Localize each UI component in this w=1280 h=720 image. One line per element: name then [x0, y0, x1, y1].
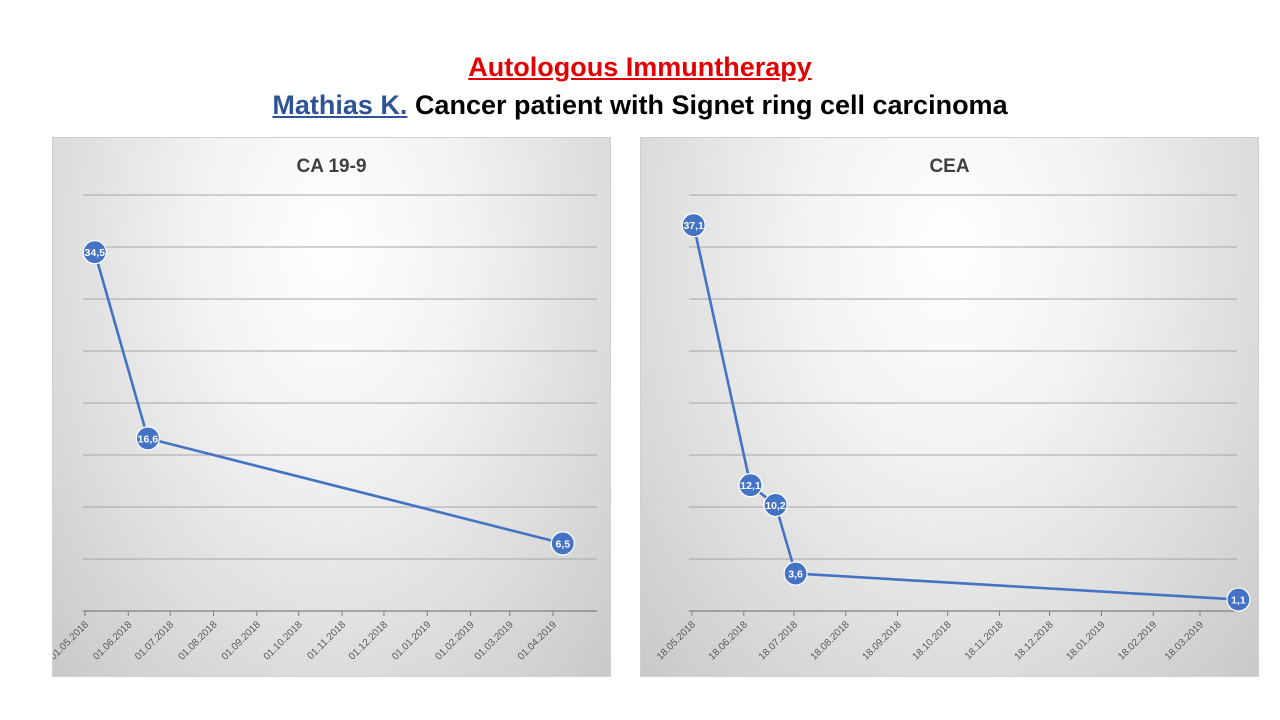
- x-tick-label: 18.08.2018: [809, 619, 852, 662]
- x-tick-label: 18.12.2018: [1013, 619, 1056, 662]
- cea-chart-panel: CEA 18.05.2018 18.06.2018 18.07.2018 18.08.…: [640, 137, 1259, 677]
- main-title: Autologous Immuntherapy: [468, 52, 812, 82]
- x-tick-label: 01.06.2018: [91, 619, 134, 662]
- data-point: [681, 213, 706, 238]
- data-point: [1226, 587, 1251, 612]
- x-tick-label: 18.02.2019: [1116, 619, 1159, 662]
- series-line: [93, 251, 564, 545]
- x-tick-label: 18.07.2018: [757, 619, 800, 662]
- data-label: 10,2: [765, 500, 786, 512]
- x-tick-label: 01.10.2018: [262, 619, 305, 662]
- x-tick-label: 01.12.2018: [347, 619, 390, 662]
- x-tick-label: 18.09.2018: [860, 619, 903, 662]
- x-tick-label: 01.09.2018: [220, 619, 263, 662]
- chart-title-ca199: CA 19-9: [296, 156, 367, 177]
- chart-title-cea: CEA: [929, 156, 970, 177]
- x-tick-label: 18.10.2018: [911, 619, 954, 662]
- subtitle: Mathias K. Cancer patient with Signet ri…: [0, 90, 1280, 121]
- data-point: [738, 473, 763, 498]
- x-tick-label: 18.05.2018: [655, 619, 698, 662]
- data-label: 16,6: [138, 433, 159, 445]
- data-point: [763, 492, 788, 518]
- x-tick-label: 18.01.2019: [1064, 619, 1107, 662]
- series-line: [692, 224, 1239, 601]
- cea-chart: 18.05.2018 18.06.2018 18.07.2018 18.08.2018…: [655, 194, 1251, 663]
- data-point: [550, 531, 575, 556]
- x-tick-label: 18.11.2018: [963, 619, 1006, 662]
- x-tick-label: 01.05.2018: [53, 619, 91, 662]
- patient-name: Mathias K.: [272, 90, 408, 120]
- data-point: [82, 240, 107, 265]
- x-tick-label: 01.07.2018: [133, 619, 176, 662]
- data-label: 12,1: [740, 480, 761, 492]
- data-label: 3,6: [788, 569, 803, 581]
- x-tick-label: 01.11.2018: [306, 619, 349, 662]
- data-point: [135, 426, 160, 451]
- x-tick-label: 01.08.2018: [176, 619, 219, 662]
- data-label: 34,5: [85, 247, 106, 259]
- x-tick-label: 01.04.2019: [516, 619, 559, 662]
- data-point: [783, 561, 808, 586]
- data-label: 1,1: [1231, 595, 1246, 607]
- x-tick-label: 01.03.2019: [473, 619, 516, 662]
- data-label: 6,5: [555, 538, 570, 550]
- ca199-chart-panel: CA 19-9 01.05.2018 01.06.2018 01.07.2018 01…: [52, 137, 611, 677]
- data-label: 37,1: [683, 220, 704, 232]
- subtitle-text: Cancer patient with Signet ring cell car…: [414, 90, 1008, 120]
- x-tick-label: 01.01.2019: [390, 619, 433, 662]
- x-tick-label: 01.02.2019: [434, 619, 477, 662]
- x-tick-label: 18.03.2019: [1163, 619, 1206, 662]
- x-tick-label: 18.06.2018: [707, 619, 750, 662]
